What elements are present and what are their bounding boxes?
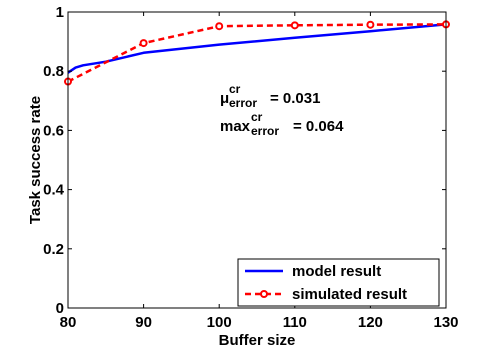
svg-text:error: error bbox=[251, 124, 279, 138]
annotation-max-value: = 0.064 bbox=[293, 118, 344, 135]
data-point-simulated-result bbox=[366, 20, 375, 29]
series-line-model-result bbox=[67, 23, 447, 74]
svg-text:error: error bbox=[229, 96, 257, 110]
x-axis-label: Buffer size bbox=[219, 332, 296, 349]
legend: model result simulated result bbox=[237, 258, 440, 307]
legend-label-model-result: model result bbox=[292, 263, 381, 280]
annotation-mean-value: = 0.031 bbox=[270, 90, 320, 107]
svg-text:max: max bbox=[220, 118, 251, 135]
annotation-max-sub: error bbox=[251, 124, 279, 138]
y-tick-label: 0.2 bbox=[43, 241, 64, 258]
legend-marker-simulated-result bbox=[260, 290, 268, 298]
ticks-layer: 80 90 100 110 120 130 0 0.2 0.4 0.6 0.8 1 bbox=[43, 4, 458, 331]
svg-text:= 0.031: = 0.031 bbox=[270, 90, 320, 107]
annotation-mean-sup: cr bbox=[229, 82, 241, 96]
annotation-mean-error: μ cr error = 0.031 bbox=[220, 82, 320, 110]
y-tick-label: 0.4 bbox=[43, 182, 65, 199]
svg-text:μ: μ bbox=[220, 90, 229, 107]
y-tick-label: 0 bbox=[56, 300, 64, 317]
x-tick-label: 90 bbox=[135, 314, 152, 331]
data-point-simulated-result bbox=[290, 21, 299, 30]
annotation-max-error: max cr error = 0.064 bbox=[220, 110, 344, 138]
svg-text:cr: cr bbox=[229, 82, 241, 96]
x-tick-label: 100 bbox=[207, 314, 232, 331]
x-tick-label: 120 bbox=[358, 314, 383, 331]
data-point-simulated-result bbox=[139, 39, 148, 48]
x-tick-label: 110 bbox=[283, 314, 307, 331]
svg-text:cr: cr bbox=[251, 110, 263, 124]
annotation-max-sup: cr bbox=[251, 110, 263, 124]
legend-label-simulated-result: simulated result bbox=[292, 286, 407, 303]
plot-frame bbox=[67, 11, 447, 309]
x-tick-label: 80 bbox=[60, 314, 77, 331]
series-layer bbox=[64, 20, 450, 86]
annotation-max-base: max bbox=[220, 118, 251, 135]
annotation-mean-base: μ bbox=[220, 90, 229, 107]
x-tick-label: 130 bbox=[433, 314, 458, 331]
y-tick-label: 0.8 bbox=[43, 63, 64, 80]
y-tick-label: 0.6 bbox=[43, 122, 64, 139]
y-tick-label: 1 bbox=[56, 4, 64, 21]
y-axis-label: Task success rate bbox=[27, 96, 44, 224]
data-point-simulated-result bbox=[215, 22, 224, 31]
legend-box bbox=[237, 258, 440, 307]
annotation-mean-sub: error bbox=[229, 96, 257, 110]
series-line-simulated-result bbox=[67, 23, 447, 83]
svg-text:= 0.064: = 0.064 bbox=[293, 118, 344, 135]
